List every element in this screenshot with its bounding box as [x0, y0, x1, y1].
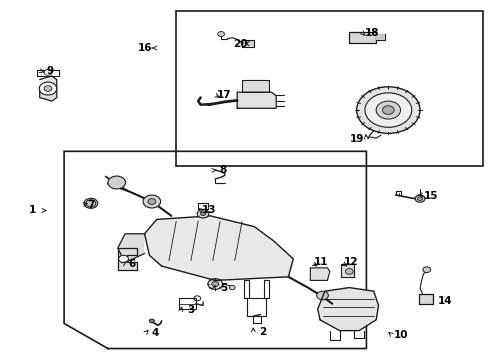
Circle shape [197, 210, 208, 218]
Polygon shape [340, 264, 353, 277]
Circle shape [207, 279, 222, 289]
Polygon shape [317, 288, 378, 330]
Polygon shape [237, 92, 276, 108]
Text: 14: 14 [437, 296, 452, 306]
Text: 10: 10 [393, 330, 408, 340]
Circle shape [364, 93, 411, 127]
Polygon shape [310, 268, 329, 280]
Circle shape [382, 106, 393, 114]
Circle shape [87, 201, 94, 206]
Polygon shape [118, 248, 137, 270]
Circle shape [108, 176, 125, 189]
Circle shape [84, 198, 98, 208]
Circle shape [143, 195, 160, 208]
Text: 12: 12 [343, 257, 357, 267]
Text: 19: 19 [349, 134, 363, 144]
Text: 9: 9 [47, 66, 54, 76]
Circle shape [86, 200, 96, 207]
Circle shape [422, 267, 430, 273]
Text: 13: 13 [202, 206, 216, 216]
Circle shape [148, 199, 156, 204]
Polygon shape [118, 234, 144, 262]
Text: 1: 1 [29, 206, 36, 216]
Text: 17: 17 [216, 90, 231, 100]
Text: 16: 16 [138, 43, 152, 53]
Circle shape [356, 87, 419, 134]
Circle shape [44, 86, 52, 91]
Circle shape [375, 101, 400, 119]
Circle shape [211, 282, 218, 287]
Circle shape [200, 212, 205, 216]
Polygon shape [375, 34, 384, 40]
Polygon shape [40, 76, 57, 101]
Text: 20: 20 [233, 39, 247, 49]
Circle shape [229, 285, 235, 290]
Polygon shape [348, 32, 375, 43]
Text: 2: 2 [259, 327, 266, 337]
Polygon shape [242, 40, 254, 46]
Circle shape [345, 269, 352, 274]
Text: 5: 5 [220, 283, 227, 293]
Circle shape [149, 319, 154, 323]
Circle shape [119, 255, 128, 262]
Circle shape [44, 69, 52, 75]
Circle shape [417, 197, 422, 201]
Circle shape [316, 291, 328, 300]
Text: 7: 7 [87, 200, 94, 210]
Circle shape [217, 32, 224, 37]
Polygon shape [242, 80, 268, 92]
Circle shape [414, 195, 424, 202]
Polygon shape [144, 216, 293, 280]
Text: 8: 8 [219, 165, 226, 175]
Text: 6: 6 [128, 259, 136, 269]
Text: 3: 3 [187, 305, 194, 315]
Polygon shape [418, 294, 432, 305]
Text: 18: 18 [364, 28, 379, 38]
Text: 11: 11 [313, 257, 327, 267]
Text: 4: 4 [151, 328, 158, 338]
Circle shape [39, 82, 57, 95]
Text: 15: 15 [423, 191, 438, 201]
Bar [176, 12, 483, 166]
